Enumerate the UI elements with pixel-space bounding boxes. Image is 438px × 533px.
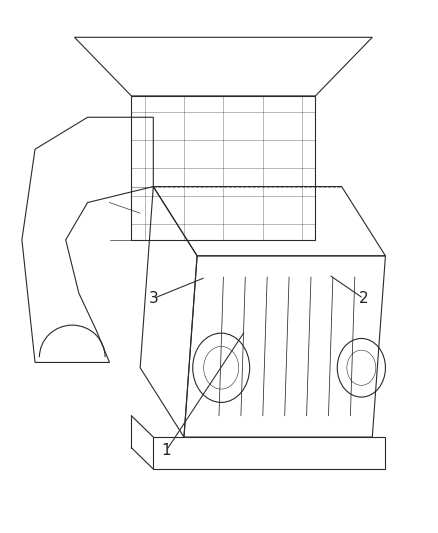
Text: 1: 1 [162,443,171,458]
Text: 3: 3 [148,291,158,306]
Text: 2: 2 [359,291,368,306]
